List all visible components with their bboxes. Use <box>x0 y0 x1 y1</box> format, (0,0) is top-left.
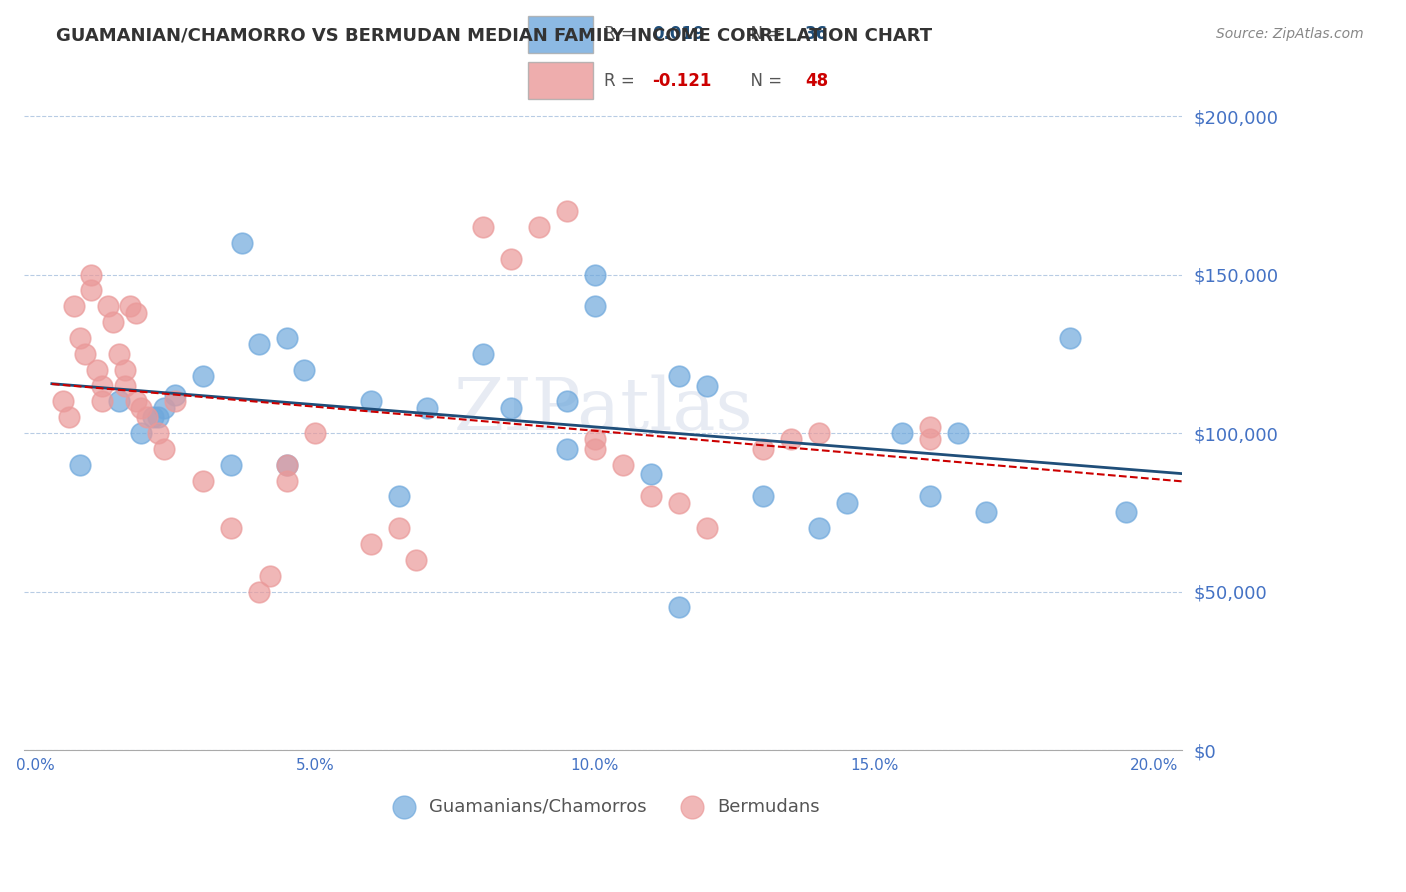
Point <box>668 600 690 615</box>
Point <box>920 433 942 447</box>
FancyBboxPatch shape <box>527 16 593 54</box>
Point <box>97 299 120 313</box>
Point <box>583 268 606 282</box>
Point <box>304 426 326 441</box>
Point <box>52 394 75 409</box>
Text: 0.019: 0.019 <box>652 26 704 44</box>
Point <box>191 369 214 384</box>
Point <box>471 220 494 235</box>
Point <box>80 268 103 282</box>
Point <box>471 347 494 361</box>
Legend: Guamanians/Chamorros, Bermudans: Guamanians/Chamorros, Bermudans <box>378 790 827 822</box>
Point <box>555 394 578 409</box>
Point <box>131 426 153 441</box>
Text: 36: 36 <box>806 26 828 44</box>
Point <box>499 252 522 266</box>
Point <box>1115 505 1137 519</box>
FancyBboxPatch shape <box>527 62 593 99</box>
Point <box>807 426 830 441</box>
Text: R =: R = <box>605 71 640 89</box>
Point <box>388 521 411 535</box>
Point <box>388 490 411 504</box>
Point <box>219 458 242 472</box>
Point <box>163 394 186 409</box>
Point <box>247 584 270 599</box>
Text: Source: ZipAtlas.com: Source: ZipAtlas.com <box>1216 27 1364 41</box>
Point <box>146 426 169 441</box>
Point <box>640 467 662 482</box>
Point <box>91 378 114 392</box>
Point <box>63 299 86 313</box>
Point <box>231 235 253 250</box>
Point <box>142 410 165 425</box>
Point <box>120 299 142 313</box>
Point <box>583 299 606 313</box>
Text: -0.121: -0.121 <box>652 71 711 89</box>
Point <box>247 337 270 351</box>
Point <box>405 553 427 567</box>
Point <box>1059 331 1081 345</box>
Point <box>91 394 114 409</box>
Point <box>416 401 439 415</box>
Text: N =: N = <box>740 26 787 44</box>
Point <box>114 362 136 376</box>
Point <box>751 442 773 456</box>
Point <box>114 378 136 392</box>
Point <box>920 419 942 434</box>
Point <box>292 362 315 376</box>
Point <box>583 442 606 456</box>
Text: N =: N = <box>740 71 787 89</box>
Point <box>152 442 174 456</box>
Text: R =: R = <box>605 26 640 44</box>
Point <box>696 378 718 392</box>
Point <box>751 490 773 504</box>
Point <box>103 315 125 329</box>
Text: GUAMANIAN/CHAMORRO VS BERMUDAN MEDIAN FAMILY INCOME CORRELATION CHART: GUAMANIAN/CHAMORRO VS BERMUDAN MEDIAN FA… <box>56 27 932 45</box>
Point <box>219 521 242 535</box>
Point <box>920 490 942 504</box>
Point <box>75 347 97 361</box>
Point <box>58 410 80 425</box>
Point <box>136 410 159 425</box>
Point <box>276 458 298 472</box>
Point <box>69 458 91 472</box>
Point <box>668 496 690 510</box>
Point <box>891 426 914 441</box>
Text: 48: 48 <box>806 71 828 89</box>
Point <box>86 362 108 376</box>
Point <box>555 204 578 219</box>
Point <box>259 568 281 582</box>
Point <box>779 433 801 447</box>
Point <box>555 442 578 456</box>
Point <box>276 474 298 488</box>
Point <box>152 401 174 415</box>
Point <box>360 394 382 409</box>
Point <box>69 331 91 345</box>
Point <box>131 401 153 415</box>
Point <box>527 220 550 235</box>
Point <box>948 426 970 441</box>
Point <box>499 401 522 415</box>
Point <box>163 388 186 402</box>
Point <box>108 394 131 409</box>
Point <box>125 394 148 409</box>
Point <box>125 305 148 319</box>
Point <box>807 521 830 535</box>
Point <box>640 490 662 504</box>
Point <box>668 369 690 384</box>
Text: ZIPatlas: ZIPatlas <box>453 374 752 444</box>
Point <box>612 458 634 472</box>
Point <box>276 331 298 345</box>
Point <box>976 505 998 519</box>
Point <box>146 410 169 425</box>
Point <box>80 284 103 298</box>
Point <box>583 433 606 447</box>
Point <box>108 347 131 361</box>
Point <box>191 474 214 488</box>
Point <box>360 537 382 551</box>
Point <box>835 496 858 510</box>
Point <box>696 521 718 535</box>
Point <box>276 458 298 472</box>
